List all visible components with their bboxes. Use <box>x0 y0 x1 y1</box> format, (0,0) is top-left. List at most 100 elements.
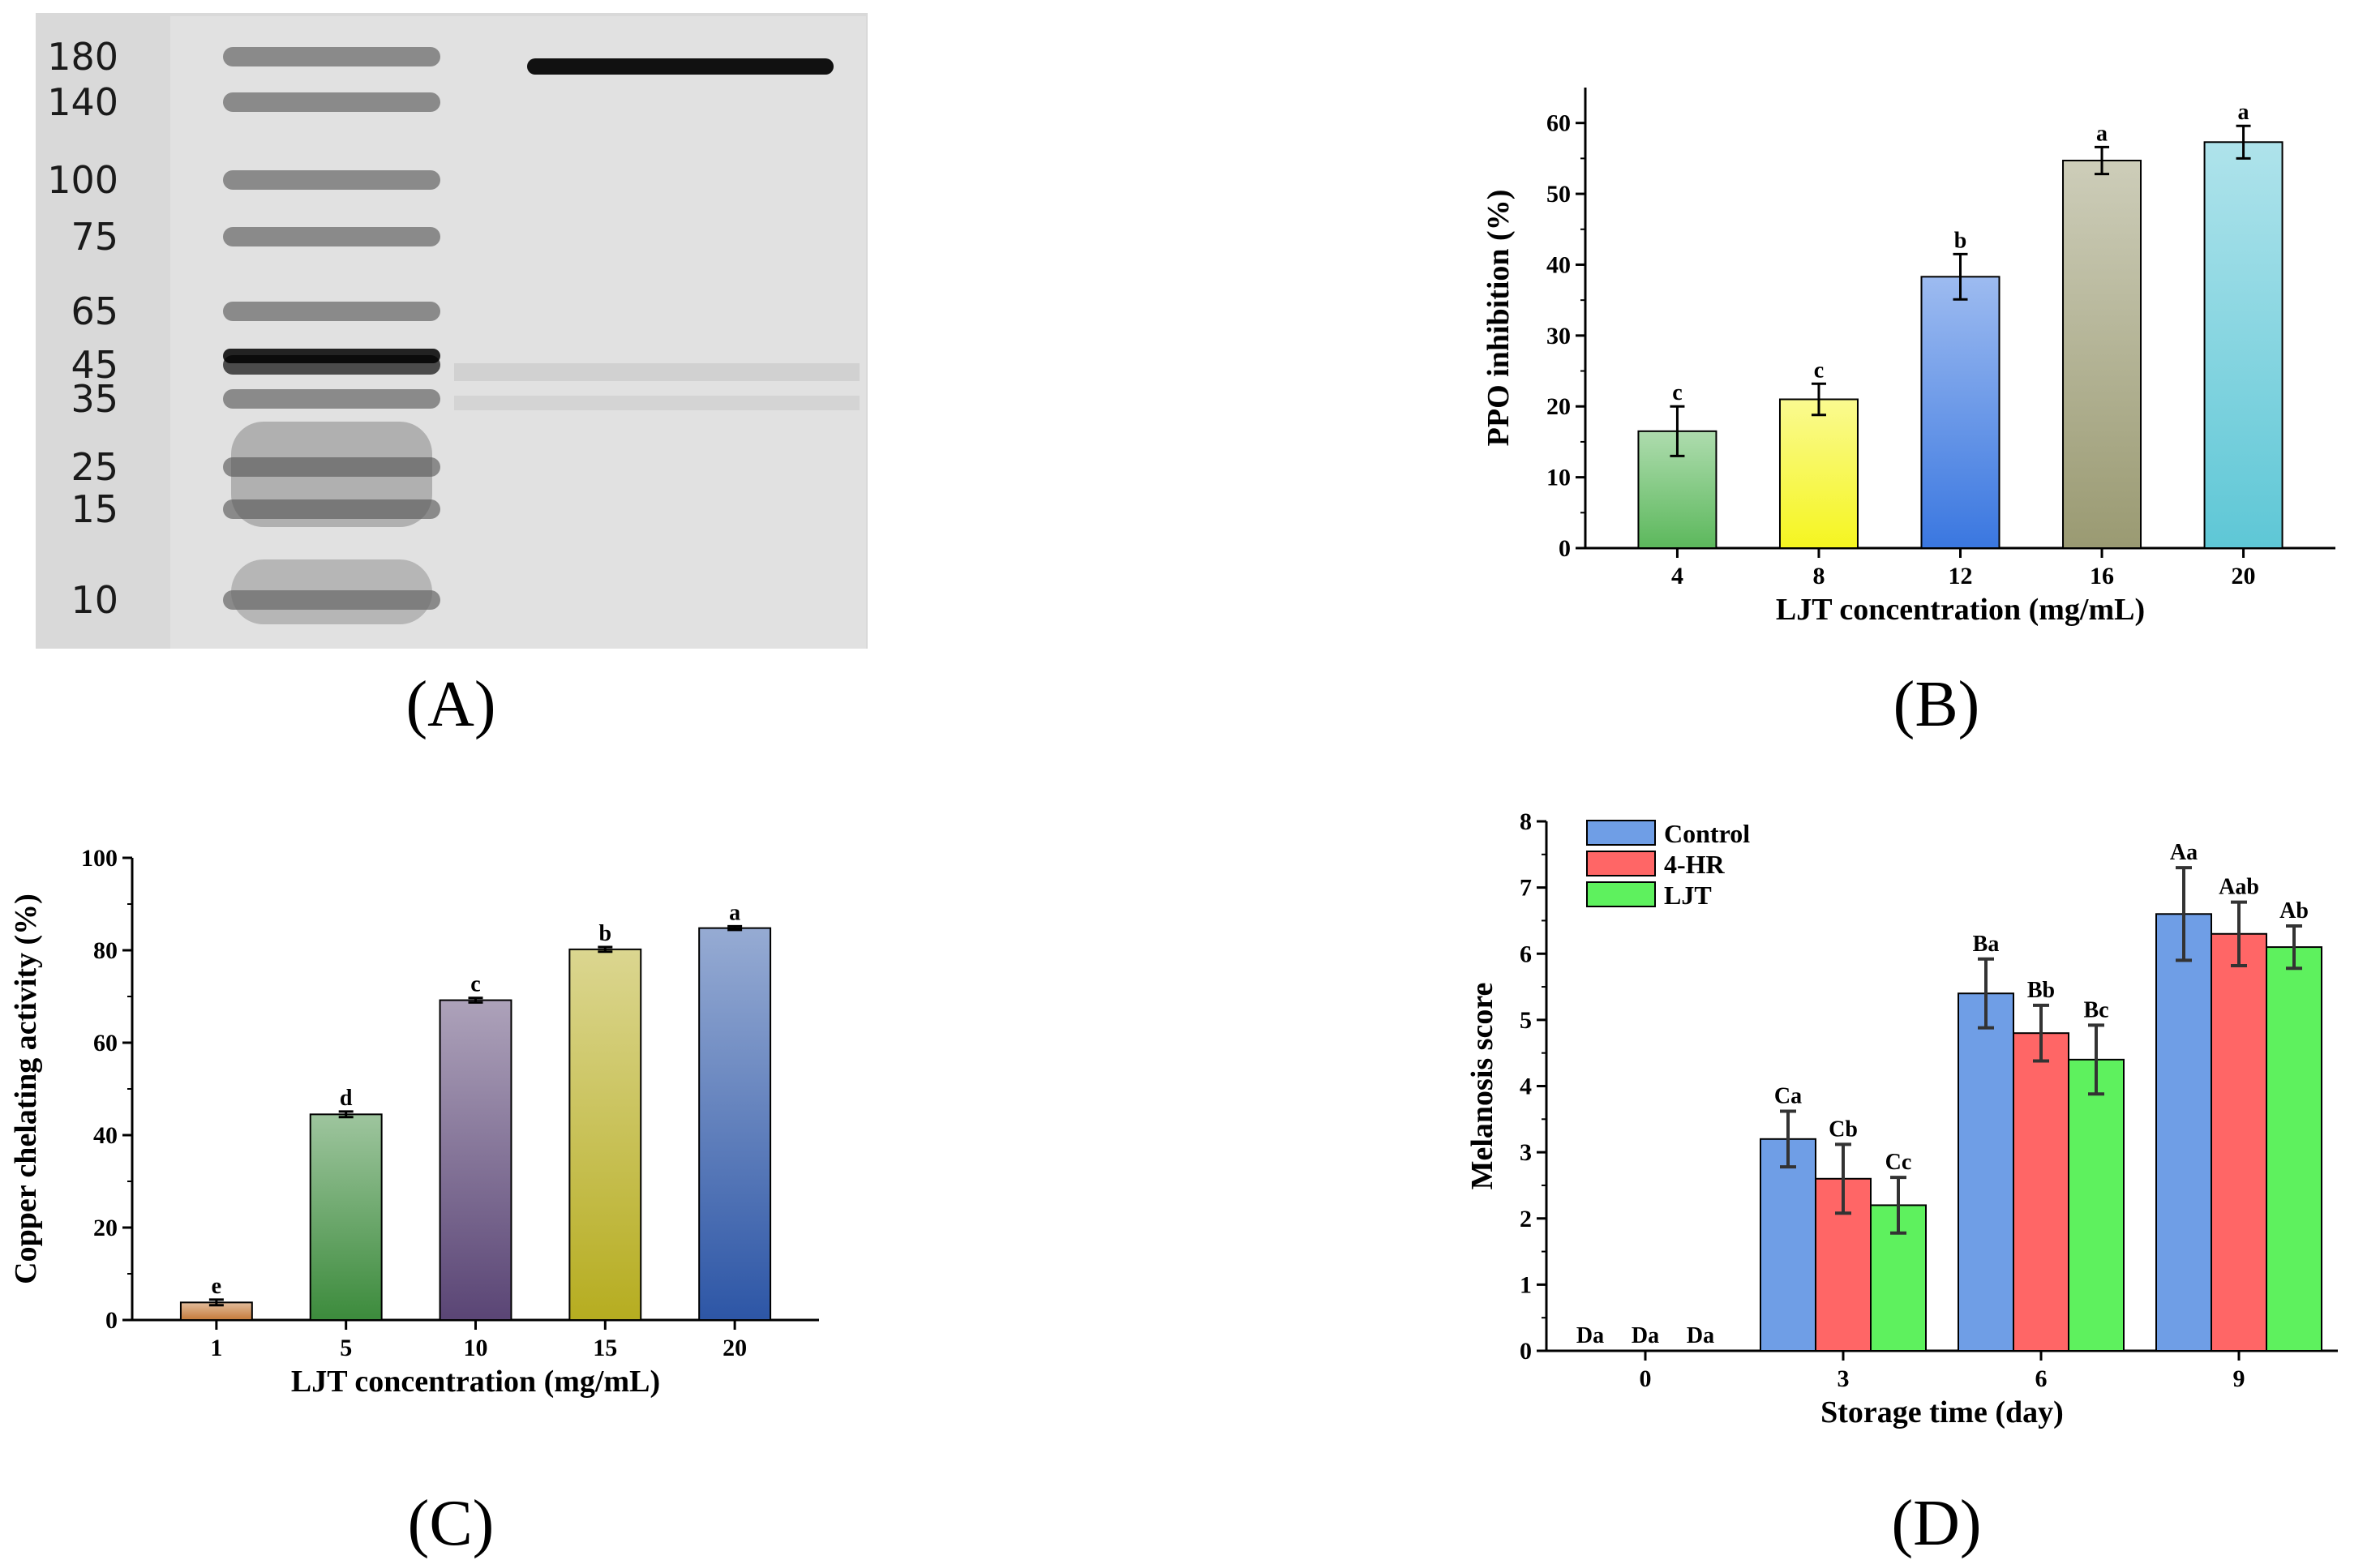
y-tick-label: 20 <box>93 1215 118 1241</box>
bar <box>2068 1058 2125 1352</box>
significance-letter: c <box>470 972 480 997</box>
y-tick-label: 40 <box>1546 251 1571 278</box>
panel-label-d: (D) <box>1891 1488 1981 1559</box>
y-tick-label: 0 <box>1520 1338 1532 1365</box>
significance-letter: Bc <box>2083 997 2108 1022</box>
x-tick-label: 10 <box>464 1335 488 1361</box>
significance-letter: a <box>2238 100 2249 125</box>
legend-label: Control <box>1664 819 1750 848</box>
panel-label-a: (A) <box>405 669 495 740</box>
sample-band-180 <box>527 58 834 75</box>
bar <box>2062 160 2142 549</box>
gel-ladder-band <box>223 590 440 610</box>
y-axis-title: Melanosis score <box>1465 983 1499 1190</box>
significance-letter: Da <box>1632 1323 1659 1348</box>
y-tick-label: 5 <box>1520 1007 1532 1034</box>
legend-label: LJT <box>1664 881 1712 910</box>
y-tick-label: 0 <box>105 1307 118 1334</box>
x-tick-label: 3 <box>1838 1365 1850 1392</box>
bar <box>698 927 772 1321</box>
gel-marker-label: 10 <box>71 578 118 622</box>
gel-ladder-band <box>223 302 440 321</box>
y-tick-label: 30 <box>1546 323 1571 349</box>
significance-letter: Cc <box>1885 1150 1912 1175</box>
y-tick-label: 1 <box>1520 1271 1532 1298</box>
significance-letter: Ab <box>2279 898 2309 924</box>
y-tick-label: 2 <box>1520 1206 1532 1232</box>
bar <box>1958 992 2014 1352</box>
gel-ladder-band <box>223 457 440 477</box>
x-tick-label: 8 <box>1812 563 1825 589</box>
gel-marker-label: 35 <box>71 377 118 421</box>
significance-letter: b <box>1954 228 1967 253</box>
bar <box>568 948 642 1321</box>
y-tick-label: 8 <box>1520 808 1532 835</box>
significance-letter: Da <box>1687 1323 1714 1348</box>
x-axis-title: LJT concentration (mg/mL) <box>291 1365 660 1399</box>
chart-copper-chelating: 0 20 40 60 80 100 e 1 d 5 c 10 b 15 a 20 LJT concentrati… <box>9 845 819 1399</box>
panel-label-b: (B) <box>1893 669 1980 740</box>
gel-marker-label: 140 <box>47 80 118 124</box>
bar <box>2013 1032 2069 1352</box>
y-tick-label: 10 <box>1546 465 1571 491</box>
gel-ladder-band <box>223 170 440 190</box>
significance-letter: Aab <box>2219 875 2259 900</box>
x-axis-title: LJT concentration (mg/mL) <box>1776 593 2145 627</box>
gel-ladder-smear <box>231 422 432 527</box>
x-tick-label: 12 <box>1949 563 1973 589</box>
gel-ladder-band <box>223 47 440 66</box>
chart-ppo-inhibition: 0 10 20 30 40 50 60 c 4 c 8 b 12 a 16 a 20 LJT concentrat… <box>1482 88 2335 627</box>
x-tick-label: 4 <box>1671 563 1683 589</box>
gel-ladder <box>223 47 440 624</box>
y-tick-label: 3 <box>1520 1139 1532 1166</box>
bar <box>2266 946 2322 1352</box>
x-tick-label: 0 <box>1640 1365 1652 1392</box>
gel-ladder-band <box>223 227 440 246</box>
y-tick-label: 60 <box>93 1030 118 1056</box>
significance-letter: a <box>729 900 740 925</box>
y-tick-label: 100 <box>81 845 118 872</box>
bar <box>1778 398 1859 549</box>
significance-letter: e <box>212 1274 221 1299</box>
legend-swatch <box>1586 851 1656 876</box>
panel-label-c: (C) <box>408 1488 495 1559</box>
y-tick-label: 60 <box>1546 110 1571 137</box>
y-tick-label: 20 <box>1546 393 1571 420</box>
x-tick-label: 20 <box>2232 563 2256 589</box>
x-tick-label: 5 <box>340 1335 352 1361</box>
bar <box>2211 932 2267 1352</box>
significance-letter: d <box>340 1086 353 1111</box>
significance-letter: Aa <box>2170 840 2198 865</box>
bar <box>1920 276 2000 549</box>
bar <box>439 999 512 1322</box>
y-tick-label: 50 <box>1546 181 1571 208</box>
x-tick-label: 1 <box>210 1335 222 1361</box>
x-tick-label: 16 <box>2090 563 2114 589</box>
y-tick-label: 40 <box>93 1122 118 1149</box>
y-tick-label: 6 <box>1520 941 1532 967</box>
chart-melanosis-score: 0 1 2 3 4 5 6 7 8 Da Da Da 0 Ca Cb Cc 3 Ba Bb Bc 6 Aa Aab Ab 9 St… <box>1465 808 2338 1429</box>
y-tick-label: 80 <box>93 937 118 964</box>
bar <box>2155 913 2212 1352</box>
significance-letter: Ba <box>1973 932 2000 957</box>
x-tick-label: 20 <box>723 1335 747 1361</box>
legend-swatch <box>1586 881 1656 907</box>
significance-letter: a <box>2096 121 2108 146</box>
x-tick-label: 15 <box>593 1335 617 1361</box>
bar <box>309 1113 383 1321</box>
gel-marker-label: 100 <box>47 158 118 202</box>
gel-ladder-band <box>223 92 440 112</box>
gel-marker-label: 25 <box>71 445 118 489</box>
y-axis-title: Copper chelating activity (%) <box>9 894 43 1284</box>
gel-lane-area <box>170 16 866 649</box>
significance-letter: Da <box>1576 1323 1604 1348</box>
x-axis-title: Storage time (day) <box>1820 1395 2064 1429</box>
gel-marker-label: 15 <box>71 487 118 531</box>
gel-marker-label: 65 <box>71 289 118 333</box>
gel-ladder-band <box>223 389 440 409</box>
legend-swatch <box>1586 820 1656 846</box>
